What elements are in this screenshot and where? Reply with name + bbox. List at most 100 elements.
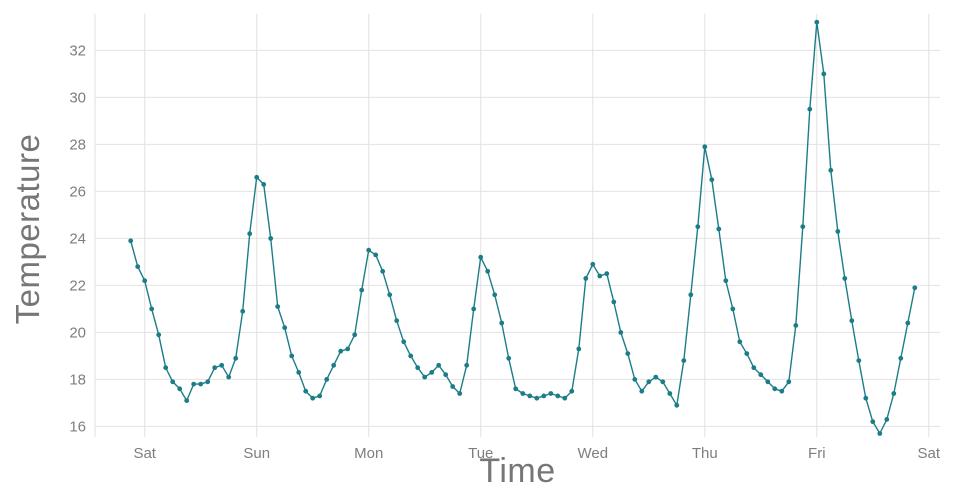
- data-point-marker: [352, 332, 358, 338]
- data-point-marker: [877, 431, 883, 436]
- data-point-marker: [198, 381, 204, 387]
- data-point-marker: [422, 374, 428, 380]
- data-point-marker: [401, 339, 407, 345]
- x-tick-label: Mon: [354, 445, 383, 462]
- data-point-marker: [884, 417, 890, 422]
- data-point-marker: [772, 386, 778, 392]
- data-point-marker: [541, 393, 547, 399]
- data-point-marker: [625, 351, 631, 356]
- data-point-marker: [268, 236, 274, 241]
- data-point-marker: [562, 395, 568, 401]
- data-point-marker: [492, 292, 498, 298]
- data-point-marker: [604, 271, 610, 277]
- data-point-marker: [177, 386, 183, 392]
- x-tick-label: Tue: [468, 445, 493, 462]
- data-point-marker: [499, 320, 505, 326]
- data-point-marker: [660, 379, 666, 385]
- data-point-marker: [576, 346, 582, 352]
- data-point-marker: [905, 320, 911, 326]
- data-point-marker: [828, 167, 834, 173]
- data-point-marker: [156, 332, 162, 338]
- data-point-marker: [310, 395, 316, 401]
- data-point-marker: [709, 177, 715, 183]
- data-point-marker: [142, 278, 148, 284]
- data-point-marker: [569, 388, 575, 394]
- x-tick-label: Wed: [577, 445, 608, 462]
- data-point-marker: [548, 391, 554, 396]
- data-point-marker: [324, 377, 330, 382]
- data-point-marker: [261, 182, 267, 187]
- data-point-marker: [443, 372, 449, 378]
- data-point-marker: [128, 238, 134, 244]
- data-point-marker: [366, 247, 372, 253]
- data-point-marker: [212, 365, 218, 371]
- data-point-marker: [800, 224, 806, 230]
- y-tick-label: 30: [69, 89, 86, 106]
- data-point-marker: [303, 388, 309, 394]
- data-point-marker: [163, 365, 169, 371]
- x-tick-label: Sun: [243, 445, 270, 462]
- data-point-marker: [842, 276, 848, 281]
- data-point-marker: [513, 386, 519, 392]
- data-point-marker: [506, 355, 512, 361]
- data-point-marker: [184, 398, 190, 403]
- data-point-marker: [807, 106, 813, 112]
- data-point-marker: [387, 292, 393, 298]
- data-point-marker: [632, 377, 638, 382]
- data-point-marker: [583, 276, 589, 281]
- data-point-marker: [450, 384, 456, 389]
- data-point-marker: [520, 391, 526, 396]
- data-point-marker: [688, 292, 694, 298]
- data-point-marker: [254, 174, 260, 180]
- data-point-marker: [779, 388, 785, 394]
- data-point-marker: [247, 231, 253, 237]
- data-point-marker: [898, 355, 904, 361]
- data-point-marker: [786, 379, 792, 385]
- data-point-marker: [527, 393, 533, 399]
- y-tick-label: 18: [69, 371, 86, 388]
- data-point-marker: [765, 379, 771, 385]
- data-point-marker: [289, 353, 295, 359]
- data-point-marker: [282, 325, 288, 331]
- data-point-marker: [835, 229, 841, 234]
- data-point-marker: [730, 306, 736, 312]
- y-axis-title: Temperature: [9, 133, 46, 325]
- data-point-marker: [205, 379, 211, 385]
- data-point-marker: [597, 273, 603, 279]
- data-point-marker: [821, 71, 827, 77]
- data-point-marker: [702, 144, 708, 150]
- y-tick-label: 32: [69, 42, 86, 59]
- data-point-marker: [856, 358, 862, 363]
- data-point-marker: [464, 362, 470, 368]
- data-point-marker: [814, 19, 820, 25]
- x-tick-label: Fri: [808, 445, 826, 462]
- data-point-marker: [373, 252, 379, 258]
- y-tick-label: 20: [69, 324, 86, 341]
- y-tick-label: 26: [69, 183, 86, 200]
- data-point-marker: [716, 226, 722, 232]
- y-tick-label: 22: [69, 277, 86, 294]
- data-point-marker: [534, 395, 540, 401]
- data-point-marker: [135, 264, 141, 269]
- data-point-marker: [338, 348, 344, 354]
- data-point-marker: [555, 393, 561, 399]
- data-point-marker: [646, 379, 652, 385]
- data-point-marker: [226, 374, 232, 380]
- data-point-marker: [667, 391, 673, 396]
- data-point-marker: [751, 365, 757, 371]
- data-point-marker: [471, 306, 477, 312]
- data-point-marker: [380, 268, 386, 274]
- x-tick-label: Sat: [918, 445, 941, 462]
- data-point-marker: [170, 379, 176, 385]
- data-point-marker: [870, 419, 876, 425]
- data-point-marker: [345, 346, 351, 352]
- data-point-marker: [429, 370, 435, 375]
- data-point-marker: [849, 318, 855, 324]
- x-axis-title: Time: [479, 452, 556, 490]
- data-point-marker: [695, 224, 701, 230]
- data-point-marker: [723, 278, 729, 284]
- data-point-marker: [744, 351, 750, 356]
- data-point-marker: [737, 339, 743, 345]
